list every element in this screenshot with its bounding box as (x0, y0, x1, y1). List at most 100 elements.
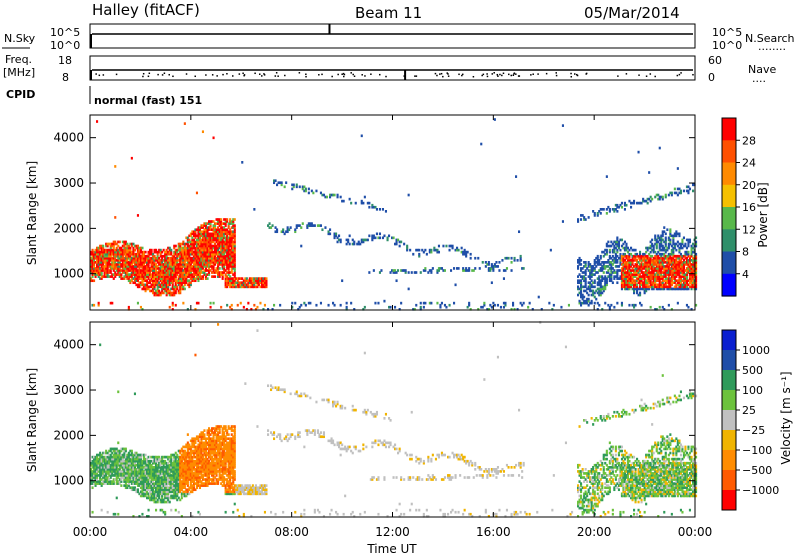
echo-cell (117, 482, 120, 485)
echo-cell (149, 472, 152, 475)
echo-cell (108, 463, 111, 467)
echo-cell (288, 228, 291, 232)
echo-cell (149, 496, 152, 500)
echo-cell (174, 281, 177, 285)
echo-cell (120, 256, 123, 260)
echo-cell (152, 256, 155, 260)
echo-cell (174, 265, 177, 268)
echo-cell (208, 248, 211, 252)
echo-cell (133, 252, 137, 256)
echo-cell (378, 271, 382, 274)
nave-point (575, 73, 578, 76)
echo-cell (590, 279, 593, 283)
echo-cell (186, 261, 189, 264)
echo-cell (675, 265, 678, 268)
echo-cell (450, 269, 453, 272)
echo-cell (226, 228, 229, 232)
echo-cell (605, 244, 608, 248)
echo-cell (129, 457, 132, 461)
echo-cell (155, 281, 158, 285)
echo-cell (159, 480, 162, 483)
echo-cell (177, 267, 180, 270)
echo-cell (286, 230, 289, 234)
echo-cell (133, 486, 137, 490)
echo-cell (236, 283, 239, 287)
echo-cell (209, 254, 212, 258)
echo-cell (371, 238, 374, 242)
echo-cell (147, 468, 150, 471)
echo-cell (623, 269, 627, 272)
echo-cell (413, 271, 416, 274)
echo-cell (675, 230, 678, 234)
echo-cell (220, 256, 223, 260)
echo-cell (130, 480, 133, 483)
echo-cell (189, 283, 192, 287)
echo-cell (339, 240, 342, 244)
echo-cell (400, 301, 403, 305)
echo-cell (167, 265, 170, 268)
echo-cell (630, 277, 633, 280)
echo-cell (371, 203, 374, 207)
echo-cell (183, 273, 186, 276)
echo-cell (661, 305, 664, 309)
echo-cell (695, 265, 698, 268)
echo-cell (208, 261, 211, 264)
echo-cell (273, 181, 276, 185)
echo-cell (212, 136, 215, 140)
echo-cell (127, 254, 130, 258)
nsearch-label: N.Search (745, 32, 795, 45)
echo-cell (127, 468, 130, 471)
echo-cell (91, 254, 94, 258)
echo-cell (633, 254, 636, 258)
echo-cell (156, 457, 159, 461)
echo-cell (688, 275, 692, 278)
echo-cell (655, 252, 658, 256)
echo-cell (688, 187, 692, 191)
echo-cell (127, 482, 130, 485)
echo-cell (114, 263, 117, 266)
echo-cell (672, 254, 675, 258)
echo-cell (170, 474, 173, 477)
echo-cell (118, 248, 121, 252)
echo-cell (106, 482, 109, 485)
echo-cell (209, 234, 212, 238)
echo-cell (584, 279, 587, 283)
echo-cell (684, 261, 687, 264)
echo-cell (126, 480, 129, 483)
echo-cell (138, 250, 141, 254)
echo-cell (158, 480, 161, 483)
echo-cell (215, 250, 218, 254)
echo-cell (106, 510, 109, 514)
echo-cell (168, 474, 171, 477)
echo-cell (153, 486, 156, 490)
echo-cell (185, 256, 188, 260)
echo-cell (114, 271, 117, 274)
echo-cell (232, 283, 235, 287)
echo-cell (192, 230, 196, 234)
echo-cell (682, 189, 686, 193)
echo-cell (129, 478, 132, 481)
echo-cell (206, 263, 209, 266)
echo-cell (168, 275, 171, 278)
echo-cell (192, 279, 196, 283)
echo-cell (687, 283, 690, 287)
echo-cell (695, 279, 698, 283)
echo-cell (685, 261, 689, 264)
echo-cell (117, 512, 120, 516)
nave-point (439, 73, 441, 75)
echo-cell (206, 242, 209, 246)
echo-cell (167, 287, 170, 291)
echo-cell (669, 228, 672, 232)
echo-cell (165, 293, 168, 297)
echo-cell (173, 285, 176, 289)
echo-cell (90, 482, 93, 485)
echo-cell (230, 242, 233, 246)
echo-cell (170, 480, 173, 483)
echo-cell (142, 287, 146, 291)
echo-cell (173, 496, 176, 500)
echo-cell (245, 277, 248, 280)
echo-cell (114, 240, 117, 244)
echo-cell (678, 275, 681, 278)
echo-cell (217, 236, 220, 240)
echo-cell (200, 261, 203, 264)
